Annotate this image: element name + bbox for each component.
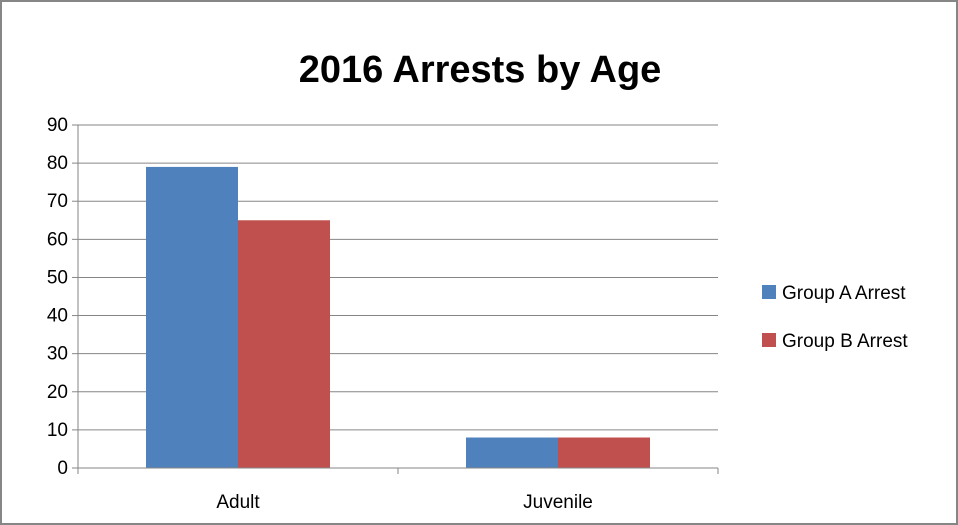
bar	[146, 166, 238, 468]
legend-label: Group A Arrest	[782, 283, 906, 304]
y-tick-label: 70	[47, 191, 68, 212]
x-tick-label: Adult	[216, 492, 260, 513]
y-tick-label: 80	[47, 153, 68, 174]
y-tick-label: 30	[47, 344, 68, 365]
bar	[466, 437, 558, 468]
x-tick-label: Juvenile	[523, 492, 593, 513]
y-tick-label: 90	[47, 115, 68, 136]
legend-swatch	[762, 333, 776, 347]
y-tick-label: 40	[47, 306, 68, 327]
y-tick-label: 50	[47, 267, 68, 288]
y-tick-label: 0	[57, 458, 68, 479]
legend-swatch	[762, 285, 776, 299]
y-tick-label: 10	[47, 420, 68, 441]
y-tick-label: 60	[47, 229, 68, 250]
bars	[146, 166, 650, 468]
bar	[238, 220, 330, 468]
legend: Group A Arrest Group B Arrest	[762, 283, 908, 352]
y-tick-label: 20	[47, 382, 68, 403]
bar	[558, 437, 650, 468]
chart-title: 2016 Arrests by Age	[299, 49, 662, 91]
legend-label: Group B Arrest	[782, 331, 908, 352]
axes: 0 10 20 30 40 50 60 70 80 90 Adult Juvenile	[47, 115, 719, 513]
